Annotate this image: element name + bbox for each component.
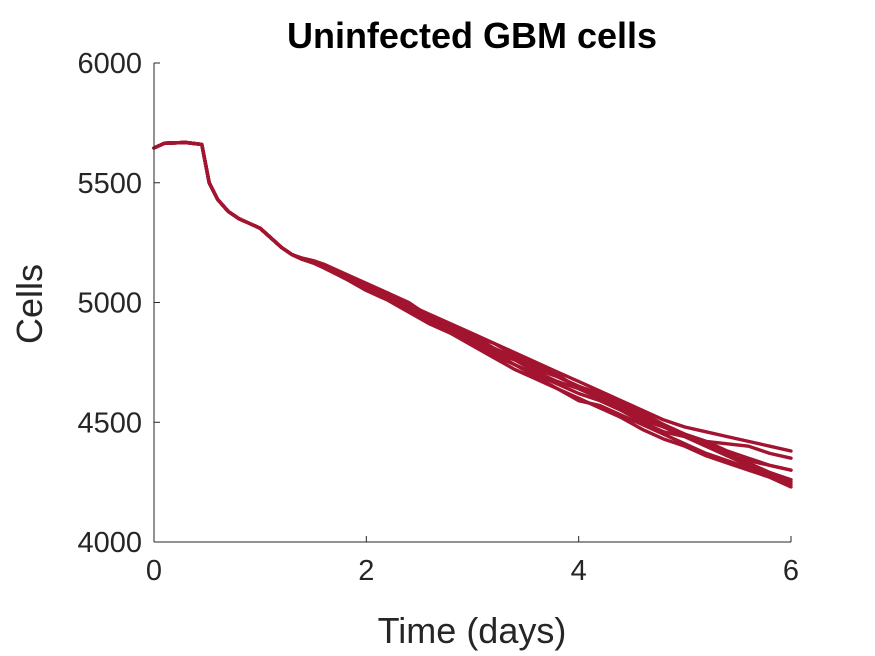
series-line-6	[152, 140, 793, 472]
x-tick-label: 4	[571, 555, 587, 587]
y-tick-label: 4000	[77, 527, 142, 559]
series-line-2	[152, 140, 793, 460]
x-tick-label: 6	[783, 555, 799, 587]
series-line-3	[152, 140, 793, 472]
chart-title: Uninfected GBM cells	[287, 15, 657, 56]
series-line-8	[152, 140, 793, 484]
y-tick-label: 5500	[77, 168, 142, 200]
series-line-1	[152, 140, 793, 453]
series-line-7	[152, 140, 793, 489]
ticks: 0 2 4 6 4000 4500 5000 5500 6000	[77, 48, 799, 587]
x-tick-label: 2	[358, 555, 374, 587]
y-axis-label: Cells	[9, 264, 50, 344]
y-tick-label: 4500	[77, 407, 142, 439]
plot-area	[152, 140, 793, 489]
x-tick-label: 0	[146, 555, 162, 587]
y-tick-label: 5000	[77, 288, 142, 320]
y-tick-label: 6000	[77, 48, 142, 80]
axes	[153, 63, 791, 543]
series-line-5	[152, 140, 793, 487]
x-axis-label: Time (days)	[378, 610, 567, 651]
